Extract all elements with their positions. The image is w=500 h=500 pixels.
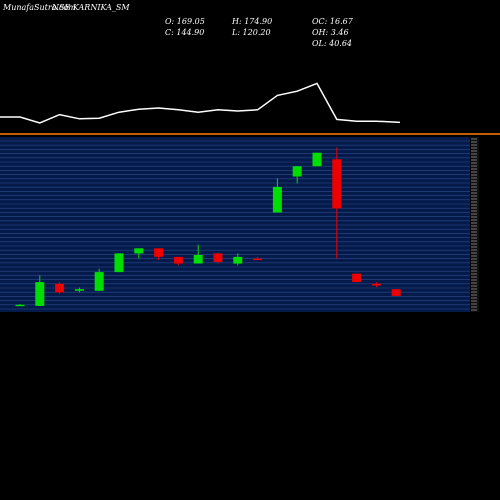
watermark-text: MunafaSutra.com [3,3,76,12]
candle-body [74,289,84,291]
candle-body [55,283,65,293]
candle-body [173,256,183,264]
open-low-readout: OL: 40.64 [312,39,353,48]
price-panel-background [0,137,470,312]
low-readout: L: 120.20 [232,28,271,37]
price-axis [471,137,479,312]
volume-panel [0,82,401,124]
candle-body [272,186,282,213]
candle-body [134,248,144,254]
candle-body [352,273,362,282]
candle-body [233,256,243,264]
candle-body [332,159,342,209]
ticker-label: NSE KARNIKA_SM [52,3,130,12]
candle-body [15,304,25,307]
candle-body [94,272,104,291]
candle-body [213,253,223,262]
candle-body [253,258,263,261]
candle-body [114,253,124,273]
candle-body [371,283,381,286]
open-high-readout: OH: 3.46 [312,28,349,37]
open-readout: O: 169.05 [165,17,205,26]
candle-body [391,289,401,296]
candle-body [193,255,203,264]
price-panel [0,137,470,312]
close-readout: C: 144.90 [165,28,205,37]
candle-body [312,152,322,167]
candle-body [292,166,302,177]
high-readout: H: 174.90 [232,17,273,26]
volume-line [0,82,401,124]
candle-body [35,282,45,306]
price-axis-strip [471,137,479,312]
candle-body [154,248,164,257]
open-close-readout: OC: 16.67 [312,17,353,26]
